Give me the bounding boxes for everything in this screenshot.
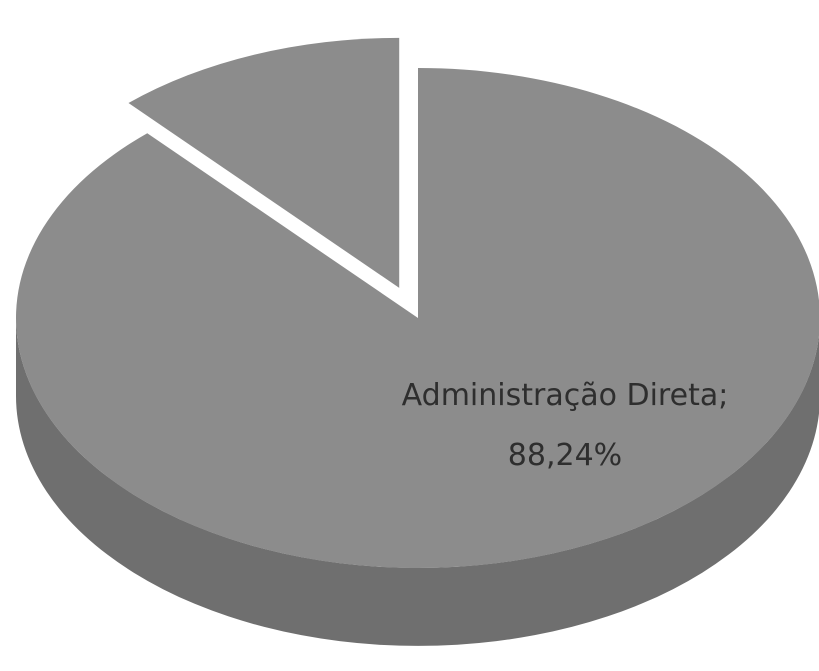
pie-slice-1-top	[128, 37, 400, 288]
slice-label-value: 88,24%	[508, 438, 622, 473]
slice-label-name: Administração Direta;	[402, 378, 729, 413]
pie-labels: Administração Direta; 88,24%	[402, 378, 729, 473]
pie-slices	[16, 37, 819, 646]
pie-slice-0-outer-wall	[16, 318, 819, 646]
pie-slice-0-top	[16, 68, 819, 568]
